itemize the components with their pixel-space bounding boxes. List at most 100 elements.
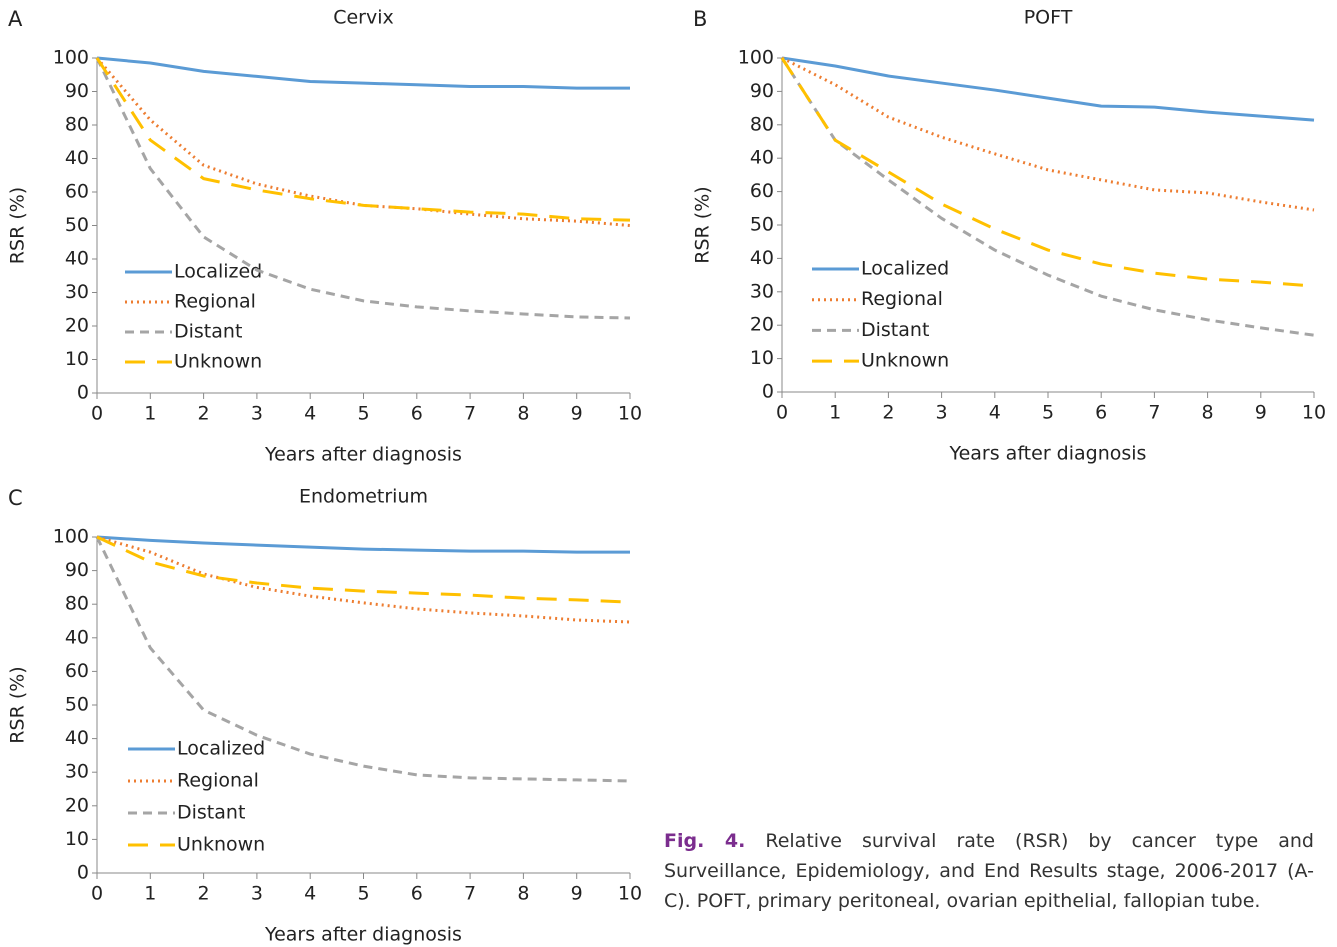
x-tick-label: 8 xyxy=(517,403,529,425)
x-tick-label: 10 xyxy=(618,403,642,425)
x-tick-label: 7 xyxy=(464,403,476,425)
y-tick-label: 60 xyxy=(750,180,774,202)
y-axis-label: RSR (%) xyxy=(7,187,29,264)
series-line xyxy=(781,56,1315,212)
series-line xyxy=(96,56,630,90)
y-tick-label: 10 xyxy=(65,828,89,850)
x-tick-label: 8 xyxy=(1202,402,1214,424)
y-tick-label: 90 xyxy=(65,559,89,581)
x-tick-label: 5 xyxy=(357,883,369,905)
series-line xyxy=(95,57,631,222)
caption: Fig. 4. Relative survival rate (RSR) by … xyxy=(664,826,1314,916)
y-tick-label: 100 xyxy=(53,47,89,69)
legend-label: Unknown xyxy=(177,834,265,856)
x-tick-label: 2 xyxy=(198,883,210,905)
x-tick-label: 10 xyxy=(1302,402,1326,424)
y-tick-label: 40 xyxy=(750,147,774,169)
x-tick-label: 8 xyxy=(517,883,529,905)
x-tick-label: 3 xyxy=(936,402,948,424)
y-tick-label: 40 xyxy=(65,248,89,270)
y-tick-label: 40 xyxy=(65,626,89,648)
y-tick-label: 40 xyxy=(65,147,89,169)
x-tick-label: 9 xyxy=(1255,402,1267,424)
y-tick-label: 90 xyxy=(750,80,774,102)
legend-label: Distant xyxy=(177,802,245,824)
x-tick-label: 2 xyxy=(882,402,894,424)
x-tick-label: 4 xyxy=(304,403,316,425)
y-tick-label: 50 xyxy=(750,214,774,236)
y-tick-label: 100 xyxy=(53,526,89,548)
legend-label: Localized xyxy=(861,258,949,280)
x-tick-label: 7 xyxy=(1148,402,1160,424)
series-line xyxy=(96,535,631,604)
x-tick-label: 9 xyxy=(571,883,583,905)
y-axis-label: RSR (%) xyxy=(692,186,714,263)
y-tick-label: 10 xyxy=(750,347,774,369)
legend-label: Regional xyxy=(174,291,256,313)
y-tick-label: 50 xyxy=(65,214,89,236)
x-tick-label: 5 xyxy=(357,403,369,425)
x-tick-label: 6 xyxy=(1095,402,1107,424)
x-tick-label: 9 xyxy=(571,403,583,425)
y-tick-label: 10 xyxy=(65,348,89,370)
legend-label: Regional xyxy=(177,770,259,792)
legend-label: Localized xyxy=(174,261,262,283)
y-tick-label: 20 xyxy=(65,315,89,337)
y-tick-label: 40 xyxy=(65,727,89,749)
y-tick-label: 40 xyxy=(750,247,774,269)
x-tick-label: 0 xyxy=(91,883,103,905)
y-tick-label: 100 xyxy=(738,47,774,69)
x-tick-label: 7 xyxy=(464,883,476,905)
y-tick-label: 50 xyxy=(65,694,89,716)
y-tick-label: 80 xyxy=(65,114,89,136)
y-axis-label: RSR (%) xyxy=(7,666,29,743)
y-tick-label: 30 xyxy=(65,281,89,303)
series-line xyxy=(781,56,1315,122)
y-tick-label: 30 xyxy=(750,280,774,302)
x-tick-label: 6 xyxy=(411,883,423,905)
y-tick-label: 20 xyxy=(750,314,774,336)
y-tick-label: 90 xyxy=(65,80,89,102)
y-tick-label: 30 xyxy=(65,761,89,783)
x-tick-label: 4 xyxy=(304,883,316,905)
legend-label: Distant xyxy=(861,319,929,341)
panel-label: B xyxy=(693,7,707,31)
chart-title: Endometrium xyxy=(299,486,428,508)
y-tick-label: 0 xyxy=(77,382,89,404)
x-tick-label: 0 xyxy=(91,403,103,425)
x-tick-label: 5 xyxy=(1042,402,1054,424)
x-tick-label: 4 xyxy=(989,402,1001,424)
y-tick-label: 0 xyxy=(77,862,89,884)
legend-label: Regional xyxy=(861,288,943,310)
x-tick-label: 1 xyxy=(829,402,841,424)
panel-label: C xyxy=(8,486,23,510)
series-line xyxy=(780,57,1315,337)
series-line xyxy=(780,57,1315,288)
chart-title: POFT xyxy=(1024,7,1073,29)
x-tick-label: 6 xyxy=(411,403,423,425)
y-tick-label: 80 xyxy=(750,113,774,135)
legend-label: Unknown xyxy=(174,351,262,373)
y-tick-label: 80 xyxy=(65,593,89,615)
y-tick-label: 20 xyxy=(65,794,89,816)
x-axis-label: Years after diagnosis xyxy=(264,924,462,946)
x-tick-label: 0 xyxy=(776,402,788,424)
panel-label: A xyxy=(8,7,23,31)
series-line xyxy=(95,536,631,783)
x-axis-label: Years after diagnosis xyxy=(949,443,1147,465)
x-tick-label: 3 xyxy=(251,403,263,425)
y-tick-label: 0 xyxy=(762,381,774,403)
x-tick-label: 10 xyxy=(618,883,642,905)
legend-label: Localized xyxy=(177,738,265,760)
legend-label: Distant xyxy=(174,321,242,343)
series-line xyxy=(96,535,630,554)
x-tick-label: 1 xyxy=(144,883,156,905)
x-tick-label: 2 xyxy=(198,403,210,425)
chart-title: Cervix xyxy=(333,7,394,29)
y-tick-label: 60 xyxy=(65,181,89,203)
x-tick-label: 3 xyxy=(251,883,263,905)
series-line xyxy=(95,57,631,320)
y-tick-label: 60 xyxy=(65,660,89,682)
